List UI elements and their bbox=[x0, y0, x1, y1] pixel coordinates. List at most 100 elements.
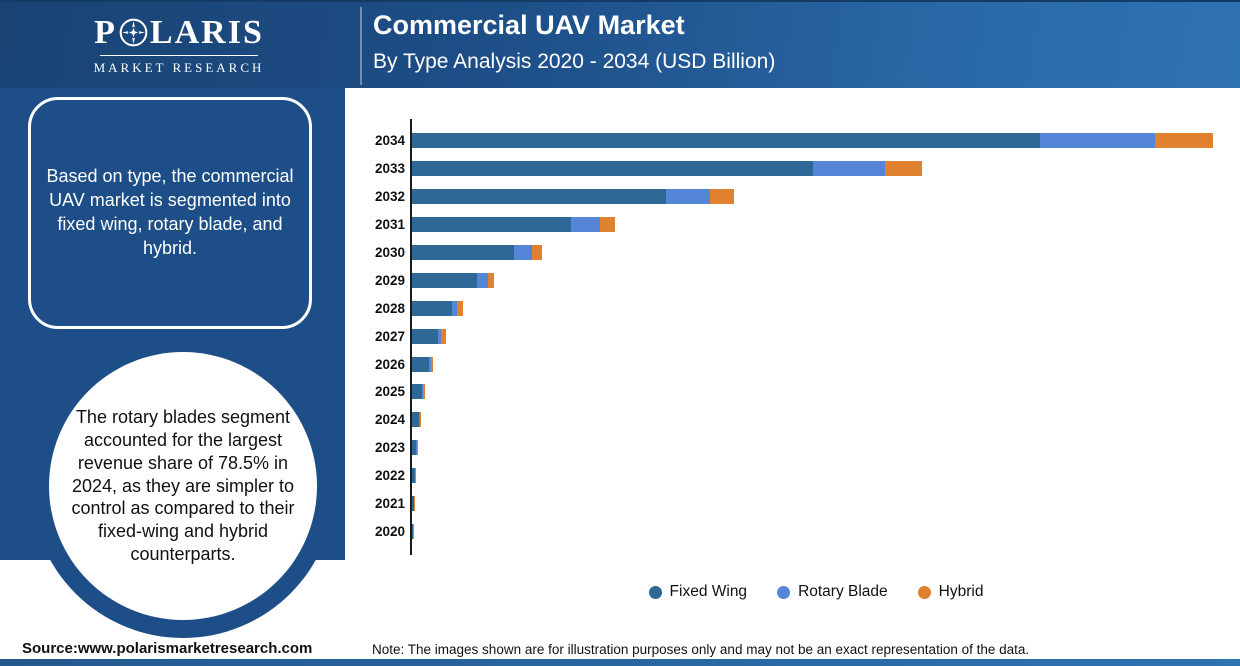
chart-legend: Fixed Wing Rotary Blade Hybrid bbox=[410, 583, 1222, 601]
stacked-bar bbox=[412, 328, 447, 344]
year-axis-label: 2021 bbox=[374, 496, 405, 512]
year-axis-label: 2031 bbox=[374, 217, 405, 233]
year-axis-label: 2026 bbox=[374, 356, 405, 372]
segment-callout-box: Based on type, the commercial UAV market… bbox=[28, 97, 312, 329]
bar-row: 2032 bbox=[375, 183, 1224, 211]
year-axis-label: 2024 bbox=[374, 412, 405, 428]
stacked-bar bbox=[412, 189, 735, 205]
bar-row: 2031 bbox=[375, 211, 1224, 239]
compass-star-icon bbox=[119, 18, 148, 47]
bar-segment-fixed-wing bbox=[412, 245, 515, 260]
bar-segment-fixed-wing bbox=[412, 272, 477, 288]
year-axis-label: 2027 bbox=[374, 328, 405, 344]
bar-row: 2020 bbox=[375, 517, 1224, 545]
year-axis-label: 2034 bbox=[374, 133, 405, 149]
logo-text-rest: LARIS bbox=[149, 13, 264, 51]
bar-segment-rotary-blade bbox=[812, 161, 885, 177]
bar-segment-rotary-blade bbox=[570, 217, 600, 233]
source-text: Source:www.polarismarketresearch.com bbox=[22, 640, 313, 657]
year-axis-label: 2028 bbox=[374, 300, 405, 316]
stacked-bar bbox=[412, 245, 543, 260]
bar-segment-rotary-blade bbox=[1039, 133, 1155, 149]
stacked-bar bbox=[412, 412, 421, 428]
title-block: Commercial UAV Market By Type Analysis 2… bbox=[373, 10, 776, 73]
legend-label: Fixed Wing bbox=[669, 583, 748, 601]
stacked-bar bbox=[412, 356, 434, 372]
stacked-bar bbox=[412, 272, 494, 288]
note-text: Note: The images shown are for illustrat… bbox=[372, 642, 1030, 657]
bar-row: 2034 bbox=[375, 127, 1224, 155]
bar-segment-fixed-wing bbox=[412, 300, 453, 316]
bar-row: 2029 bbox=[375, 266, 1224, 294]
year-axis-label: 2033 bbox=[374, 161, 405, 177]
bar-segment-rotary-blade bbox=[416, 440, 418, 456]
bar-row: 2033 bbox=[375, 155, 1224, 183]
bar-segment-hybrid bbox=[423, 384, 425, 400]
stacked-bar bbox=[412, 300, 464, 316]
year-axis-label: 2022 bbox=[374, 468, 405, 484]
bar-segment-fixed-wing bbox=[412, 161, 813, 177]
bar-segment-hybrid bbox=[599, 217, 615, 233]
bar-segment-fixed-wing bbox=[412, 133, 1040, 149]
bar-segment-rotary-blade bbox=[666, 189, 711, 205]
year-axis-label: 2032 bbox=[374, 189, 405, 205]
year-axis-label: 2025 bbox=[374, 384, 405, 400]
bar-segment-hybrid bbox=[431, 356, 434, 372]
bar-segment-rotary-blade bbox=[452, 300, 458, 316]
stacked-bar bbox=[412, 468, 416, 484]
polaris-logo: P LARIS MARKET RESEARCH bbox=[0, 2, 358, 90]
bar-segment-rotary-blade bbox=[476, 272, 488, 288]
legend-marker-circle bbox=[648, 585, 662, 599]
bar-row: 2024 bbox=[375, 406, 1224, 434]
logo-tagline: MARKET RESEARCH bbox=[93, 60, 265, 76]
bar-segment-fixed-wing bbox=[412, 496, 414, 512]
bar-segment-fixed-wing bbox=[412, 356, 430, 372]
page-title: Commercial UAV Market bbox=[373, 10, 685, 40]
stacked-bar bbox=[412, 161, 922, 177]
bar-chart-plot: 2034 2033 2032 2031 2030 2029 2028 2027 2026 2025… bbox=[375, 119, 1224, 556]
bar-row: 2026 bbox=[375, 350, 1224, 378]
bar-segment-fixed-wing bbox=[412, 217, 571, 233]
header-band: P LARIS MARKET RESEARCH Commercial UAV M… bbox=[0, 0, 1240, 88]
year-axis-label: 2020 bbox=[374, 523, 405, 539]
highlight-circle: The rotary blades segment accounted for … bbox=[49, 352, 317, 620]
bar-segment-rotary-blade bbox=[514, 245, 533, 260]
bar-segment-fixed-wing bbox=[412, 384, 422, 400]
page-subtitle: By Type Analysis 2020 - 2034 (USD Billio… bbox=[373, 49, 776, 73]
stacked-bar bbox=[412, 523, 414, 539]
bar-segment-hybrid bbox=[419, 412, 421, 428]
stacked-bar bbox=[412, 440, 418, 456]
bar-segment-rotary-blade bbox=[429, 356, 432, 372]
bar-segment-hybrid bbox=[457, 300, 464, 316]
bar-segment-fixed-wing bbox=[412, 440, 417, 456]
bar-segment-fixed-wing bbox=[412, 468, 415, 484]
stacked-bar bbox=[412, 496, 415, 512]
legend-marker-circle bbox=[777, 585, 791, 599]
stacked-bar bbox=[412, 384, 425, 400]
stacked-bar bbox=[412, 133, 1213, 149]
bar-row: 2027 bbox=[375, 322, 1224, 350]
legend-item-hybrid: Hybrid bbox=[917, 583, 984, 601]
bar-row: 2023 bbox=[375, 434, 1224, 462]
bar-segment-hybrid bbox=[884, 161, 922, 177]
legend-item-fixed-wing: Fixed Wing bbox=[648, 583, 748, 601]
bar-segment-hybrid bbox=[488, 272, 494, 288]
highlight-circle-text: The rotary blades segment accounted for … bbox=[71, 406, 295, 565]
header-vertical-divider bbox=[360, 7, 362, 85]
legend-label: Hybrid bbox=[938, 583, 984, 601]
bar-row: 2030 bbox=[375, 239, 1224, 267]
bar-segment-fixed-wing bbox=[412, 189, 667, 205]
legend-label: Rotary Blade bbox=[798, 583, 888, 601]
bottom-accent-bar bbox=[0, 659, 1240, 666]
bar-segment-hybrid bbox=[710, 189, 735, 205]
chart-card: 2034 2033 2032 2031 2030 2029 2028 2027 2026 2025… bbox=[345, 88, 1232, 633]
bar-segment-fixed-wing bbox=[412, 412, 419, 428]
legend-marker-circle bbox=[917, 585, 931, 599]
year-axis-label: 2029 bbox=[374, 272, 405, 288]
stacked-bar bbox=[412, 217, 615, 233]
bar-row: 2022 bbox=[375, 462, 1224, 490]
legend-item-rotary-blade: Rotary Blade bbox=[777, 583, 888, 601]
logo-divider-rule bbox=[100, 54, 258, 57]
logo-text-p: P bbox=[94, 13, 117, 51]
